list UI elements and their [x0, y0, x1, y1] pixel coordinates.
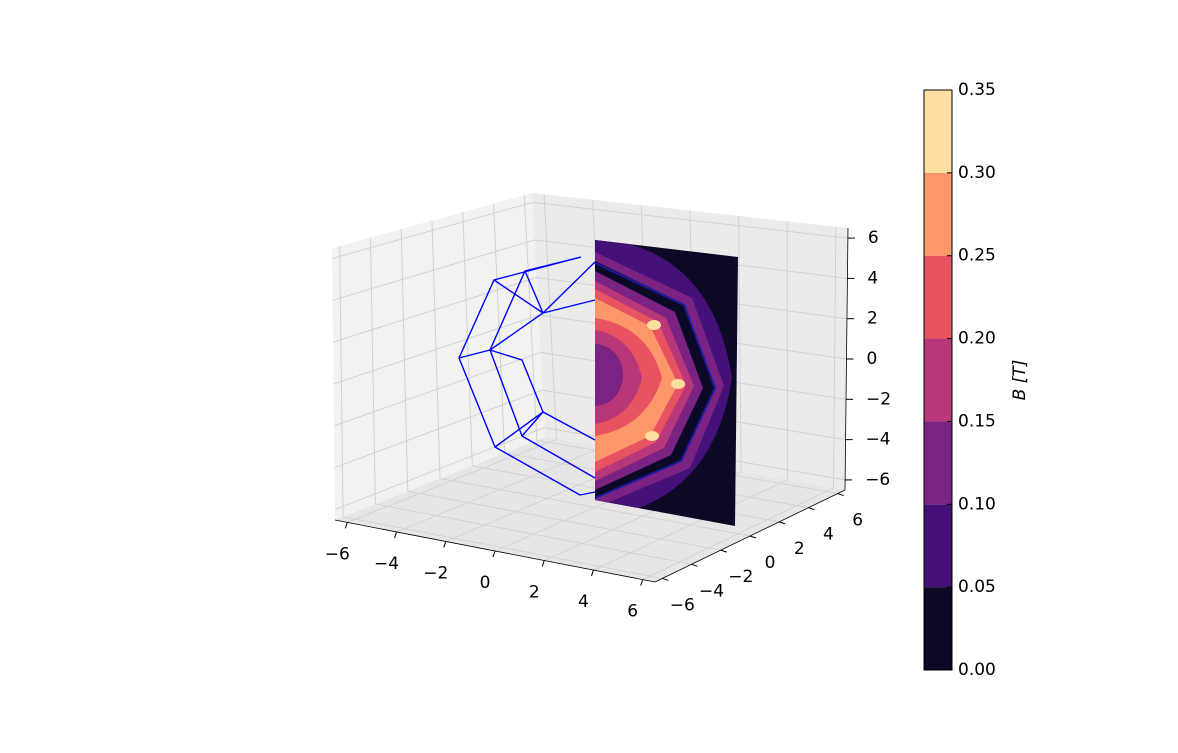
contour-band: [647, 320, 661, 330]
tick-mark: [344, 522, 348, 529]
colorbar-band: [924, 504, 952, 588]
axis-line: [334, 519, 656, 583]
colorbar-band: [924, 421, 952, 505]
z-tick-label: −2: [866, 389, 891, 409]
coil-edge: [524, 270, 544, 314]
grid-line: [331, 201, 533, 259]
x-tick-label: 0: [480, 573, 491, 593]
x-tick-label: −2: [423, 563, 448, 583]
tick-mark: [492, 550, 496, 558]
y-tick-label: −4: [699, 581, 724, 601]
y-tick-label: 6: [852, 511, 863, 531]
coil-edge: [494, 411, 596, 448]
tick-mark: [640, 579, 644, 586]
z-tick-label: 0: [867, 349, 878, 369]
x-tick-label: 2: [529, 583, 540, 603]
grid-line: [334, 389, 543, 469]
colorbar-band: [924, 255, 952, 339]
z-tick-label: 2: [867, 309, 878, 329]
colorbar-band: [924, 172, 952, 256]
axis-line: [654, 489, 846, 583]
z-tick-label: 4: [867, 268, 878, 288]
x-tick-label: −4: [374, 554, 399, 574]
grid-line: [342, 516, 663, 579]
tick-mark: [808, 507, 815, 511]
grid-line: [439, 478, 751, 537]
colorbar-band: [924, 587, 952, 670]
grid-line: [375, 503, 692, 565]
contour-band: [645, 431, 659, 441]
x-tick-label: −6: [325, 544, 350, 564]
colorbar-tick-label: 0.00: [958, 660, 996, 680]
x-tick-label: 6: [627, 602, 638, 622]
colorbar-tick-label: 0.15: [958, 411, 996, 431]
tick-mark: [691, 563, 698, 567]
colorbar-band: [924, 338, 952, 422]
tick-mark: [662, 577, 669, 581]
y-tick-label: 0: [765, 553, 776, 573]
coil-wireframe: [458, 256, 717, 499]
axis-line: [844, 227, 849, 491]
tick-mark: [541, 560, 545, 567]
colorbar-label: B [T]: [1010, 360, 1030, 401]
grid-line: [333, 314, 539, 385]
colorbar-tick-label: 0.10: [958, 494, 996, 514]
tick-mark: [779, 521, 786, 525]
tick-mark: [394, 531, 398, 539]
grid-line: [333, 352, 541, 427]
colorbar-tick-label: 0.30: [958, 163, 996, 183]
tick-mark: [443, 541, 447, 548]
colorbar-band: [924, 90, 952, 173]
tick-mark: [590, 569, 594, 577]
tick-mark: [749, 535, 757, 539]
y-tick-label: 2: [794, 539, 805, 559]
coil-section: [594, 262, 717, 499]
colorbar-tick-label: 0.20: [958, 329, 996, 349]
tick-mark: [837, 493, 844, 497]
grid-line: [334, 427, 545, 511]
grid-line: [532, 201, 848, 239]
z-tick-label: −4: [866, 430, 891, 450]
coil-edge: [488, 261, 596, 437]
x-tick-label: 4: [578, 592, 589, 612]
y-tick-label: −2: [728, 567, 753, 587]
coil-edge: [579, 491, 596, 496]
colorbar-frame: [923, 89, 953, 671]
contour-slice: [595, 240, 738, 526]
grid-line: [332, 276, 537, 343]
z-tick-label: −6: [865, 470, 890, 490]
grid-line: [332, 239, 535, 301]
colorbar-tick-label: 0.05: [958, 577, 996, 597]
coil-edge: [458, 349, 491, 359]
z-tick-label: 6: [868, 228, 879, 248]
colorbar-tick-label: 0.35: [958, 80, 996, 100]
tick-mark: [720, 549, 727, 553]
y-tick-label: 4: [823, 525, 834, 545]
grid-line: [407, 490, 721, 551]
contour-band: [595, 344, 623, 406]
y-tick-label: −6: [670, 595, 695, 615]
contour-band: [671, 379, 685, 389]
colorbar-tick-label: 0.25: [958, 246, 996, 266]
